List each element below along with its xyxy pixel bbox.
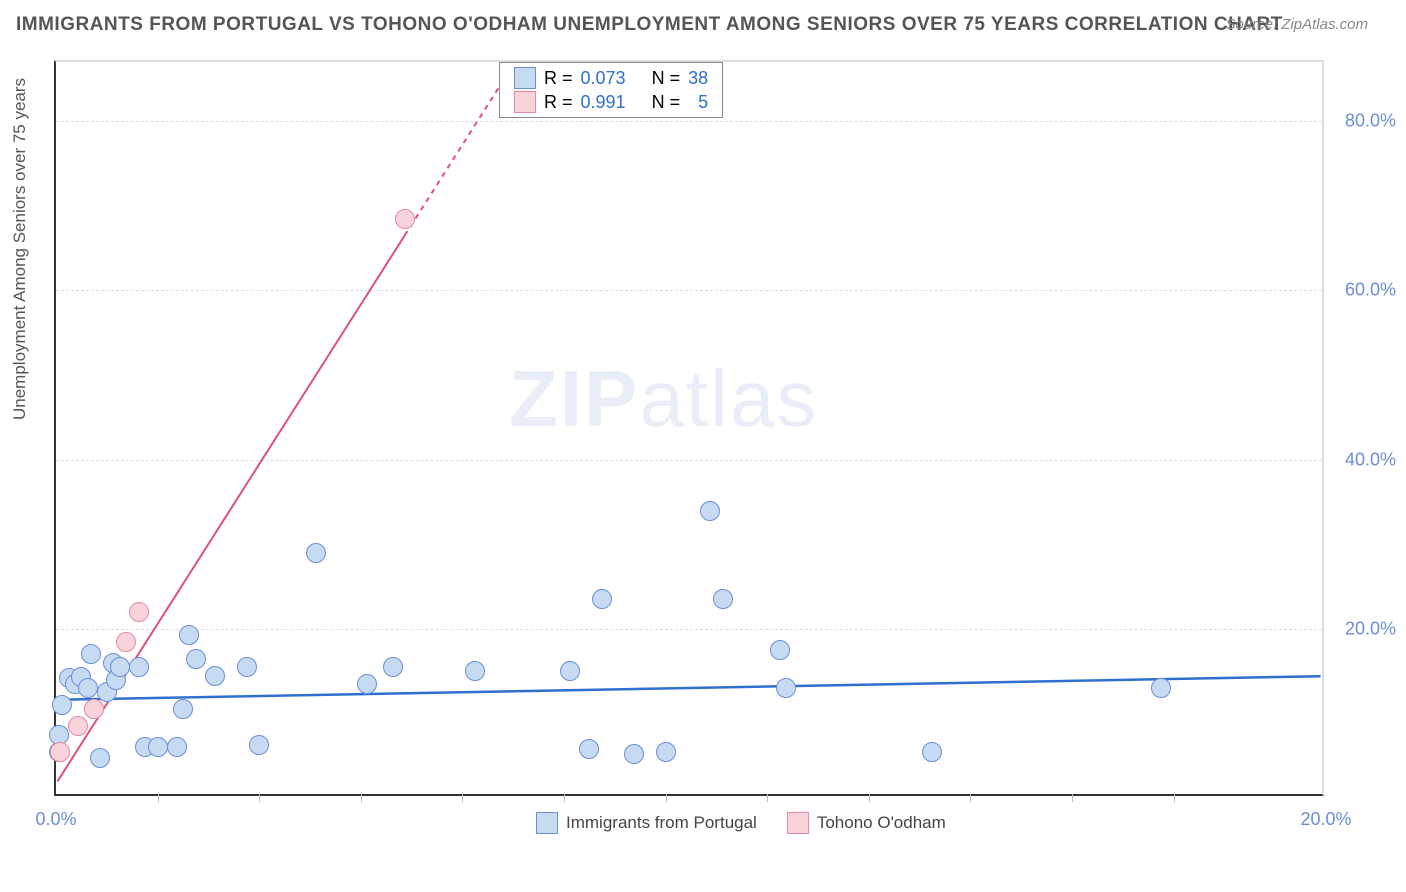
watermark-light: atlas bbox=[639, 354, 818, 443]
data-point bbox=[700, 501, 720, 521]
data-point bbox=[78, 678, 98, 698]
legend-label: Tohono O'odham bbox=[817, 813, 946, 833]
data-point bbox=[205, 666, 225, 686]
data-point bbox=[81, 644, 101, 664]
data-point bbox=[656, 742, 676, 762]
y-tick-label: 80.0% bbox=[1345, 111, 1396, 132]
data-point bbox=[249, 735, 269, 755]
legend-swatch-pink bbox=[787, 812, 809, 834]
data-point bbox=[357, 674, 377, 694]
legend-item-tohono: Tohono O'odham bbox=[787, 812, 946, 834]
n-value-2: 5 bbox=[688, 92, 708, 113]
data-point bbox=[237, 657, 257, 677]
series-legend: Immigrants from Portugal Tohono O'odham bbox=[536, 812, 946, 834]
data-point bbox=[1151, 678, 1171, 698]
watermark-bold: ZIP bbox=[509, 354, 639, 443]
data-point bbox=[84, 699, 104, 719]
data-point bbox=[922, 742, 942, 762]
legend-row-series2: R = 0.991 N = 5 bbox=[514, 91, 708, 113]
chart-title: IMMIGRANTS FROM PORTUGAL VS TOHONO O'ODH… bbox=[16, 14, 1283, 36]
data-point bbox=[129, 602, 149, 622]
data-point bbox=[624, 744, 644, 764]
data-point bbox=[465, 661, 485, 681]
watermark: ZIPatlas bbox=[509, 353, 818, 445]
x-tick-label: 20.0% bbox=[1300, 809, 1351, 830]
r-value-1: 0.073 bbox=[581, 68, 626, 89]
legend-label: Immigrants from Portugal bbox=[566, 813, 757, 833]
n-label: N = bbox=[652, 92, 681, 113]
legend-swatch-blue bbox=[536, 812, 558, 834]
data-point bbox=[713, 589, 733, 609]
n-label: N = bbox=[652, 68, 681, 89]
data-point bbox=[592, 589, 612, 609]
data-point bbox=[179, 625, 199, 645]
data-point bbox=[173, 699, 193, 719]
data-point bbox=[560, 661, 580, 681]
data-point bbox=[306, 543, 326, 563]
data-point bbox=[129, 657, 149, 677]
x-tick-label: 0.0% bbox=[35, 809, 76, 830]
data-point bbox=[90, 748, 110, 768]
data-point bbox=[68, 716, 88, 736]
r-label: R = bbox=[544, 68, 573, 89]
data-point bbox=[395, 209, 415, 229]
y-tick-label: 20.0% bbox=[1345, 618, 1396, 639]
scatter-plot: ZIPatlas 20.0%40.0%60.0%80.0% 0.0%20.0% … bbox=[54, 60, 1324, 796]
data-point bbox=[770, 640, 790, 660]
data-point bbox=[579, 739, 599, 759]
legend-row-series1: R = 0.073 N = 38 bbox=[514, 67, 708, 89]
data-point bbox=[383, 657, 403, 677]
source-attribution: Source: ZipAtlas.com bbox=[1225, 16, 1368, 33]
y-tick-label: 40.0% bbox=[1345, 449, 1396, 470]
data-point bbox=[110, 657, 130, 677]
data-point bbox=[776, 678, 796, 698]
data-point bbox=[116, 632, 136, 652]
r-value-2: 0.991 bbox=[581, 92, 626, 113]
n-value-1: 38 bbox=[688, 68, 708, 89]
y-tick-label: 60.0% bbox=[1345, 280, 1396, 301]
y-axis-label: Unemployment Among Seniors over 75 years bbox=[10, 78, 30, 420]
legend-swatch-blue bbox=[514, 67, 536, 89]
correlation-legend: R = 0.073 N = 38 R = 0.991 N = 5 bbox=[499, 62, 723, 118]
data-point bbox=[148, 737, 168, 757]
legend-item-portugal: Immigrants from Portugal bbox=[536, 812, 757, 834]
r-label: R = bbox=[544, 92, 573, 113]
data-point bbox=[167, 737, 187, 757]
legend-swatch-pink bbox=[514, 91, 536, 113]
data-point bbox=[52, 695, 72, 715]
data-point bbox=[186, 649, 206, 669]
data-point bbox=[50, 742, 70, 762]
trend-lines bbox=[56, 62, 1322, 794]
